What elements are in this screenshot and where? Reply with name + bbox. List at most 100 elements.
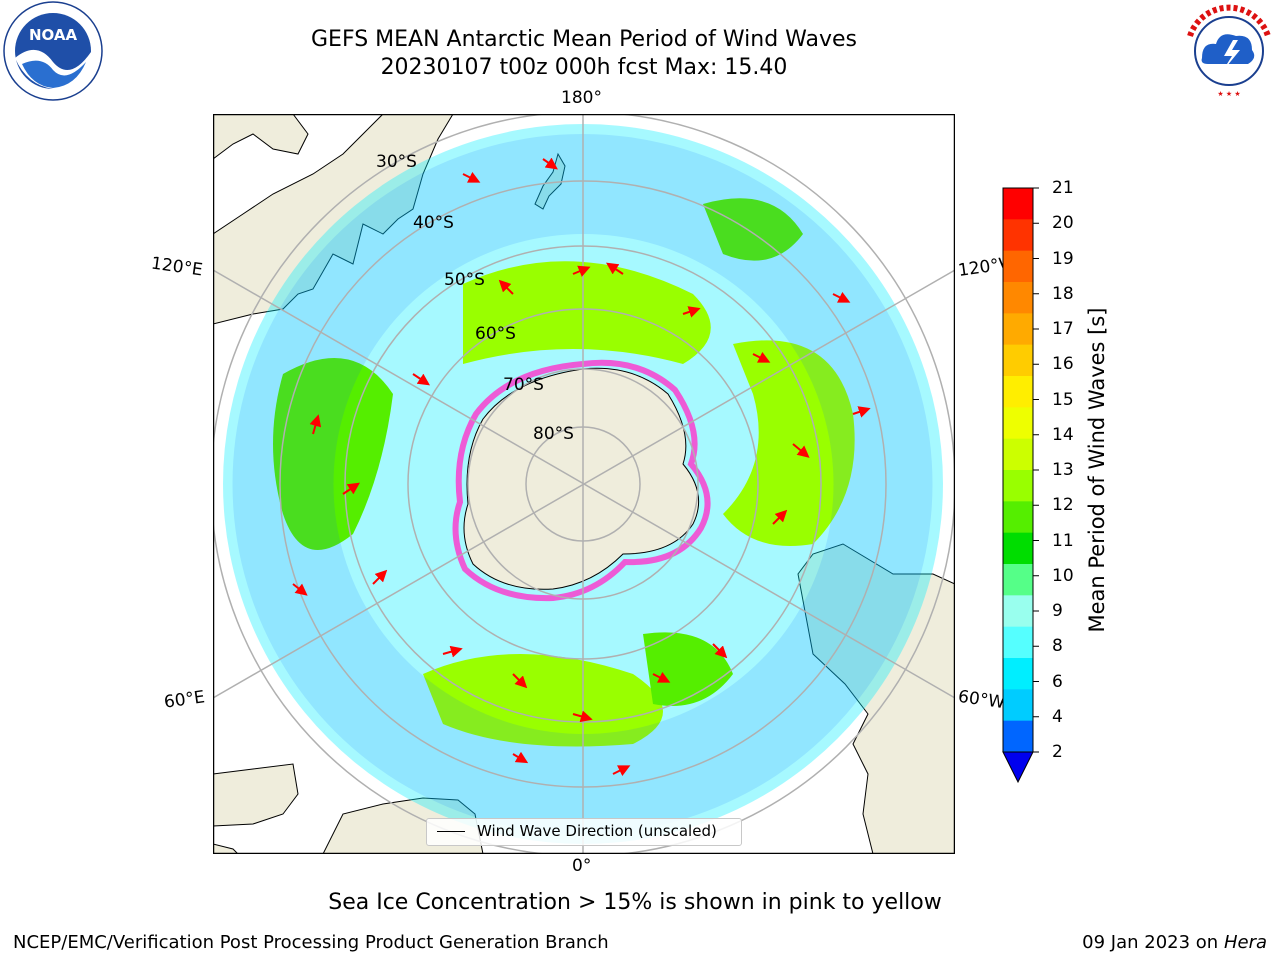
arrow [652, 671, 671, 683]
colorbar-extend-arrow [1002, 751, 1034, 784]
colorbar-tick-label: 21 [1052, 178, 1074, 198]
colorbar-tick-label: 19 [1052, 248, 1074, 269]
arrow [309, 414, 322, 435]
colorbar-tick-label: 14 [1052, 424, 1074, 445]
lon-label-120e: 120°E [149, 253, 204, 281]
colorbar-tick-label: 11 [1052, 530, 1074, 551]
arrow [852, 406, 871, 418]
arrow [412, 373, 430, 386]
colorbar-tick-label: 8 [1052, 636, 1063, 657]
arrow [372, 569, 388, 585]
lat-label-60s: 60°S [475, 324, 516, 344]
colorbar-tick-label: 4 [1052, 706, 1063, 727]
colorbar-tick-label: 16 [1052, 354, 1074, 375]
colorbar-tick-label: 12 [1052, 495, 1074, 516]
arrow [682, 306, 701, 318]
colorbar-segment [1003, 407, 1033, 440]
antarctica-land [463, 367, 700, 590]
colorbar-segment [1003, 188, 1033, 220]
colorbar-segment [1003, 564, 1033, 596]
colorbar-segment [1003, 219, 1033, 252]
colorbar-tick-label: 20 [1052, 213, 1074, 234]
lon-label-0: 0° [572, 856, 592, 876]
arrow [606, 262, 624, 275]
field-band-west [273, 358, 393, 550]
arrow [292, 583, 308, 596]
chart-subtitle: 20230107 t00z 000h fcst Max: 15.40 [380, 55, 788, 80]
arrow [542, 157, 558, 170]
colorbar-segment [1003, 282, 1033, 314]
nws-logo: ★ ★ ★ [1180, 2, 1278, 100]
colorbar-tick-label: 18 [1052, 283, 1074, 304]
field-band-southeast [643, 632, 733, 706]
arrow [772, 509, 788, 525]
colorbar-segment [1003, 250, 1033, 283]
colorbar-segment [1003, 501, 1033, 534]
lon-label-60e: 60°E [162, 687, 207, 713]
polar-map [213, 114, 955, 854]
svg-text:★ ★ ★: ★ ★ ★ [1217, 90, 1240, 98]
date-text: 09 Jan 2023 on [1082, 932, 1219, 953]
colorbar-segment [1003, 532, 1033, 565]
field-band-north [463, 261, 711, 364]
field-band-south [423, 654, 663, 747]
arrow [572, 710, 593, 723]
arrow [512, 673, 528, 689]
colorbar-tick-label: 15 [1052, 389, 1074, 410]
field-band-east [723, 340, 855, 546]
lat-label-50s: 50°S [444, 270, 485, 290]
arrow [498, 279, 514, 295]
lat-label-30s: 30°S [376, 152, 417, 172]
legend-label: Wind Wave Direction (unscaled) [477, 822, 717, 840]
arrow [612, 765, 631, 777]
lat-label-80s: 80°S [533, 424, 574, 444]
australia-land [213, 114, 309, 160]
colorbar-tick-label: 9 [1052, 601, 1063, 621]
colorbar-tick-label: 10 [1052, 565, 1074, 586]
colorbar-segment [1003, 470, 1033, 502]
colorbar-segment [1003, 313, 1033, 346]
noaa-logo: NOAA [3, 1, 103, 101]
colorbar-segment [1003, 689, 1033, 722]
antarctic-ice-edge [452, 359, 711, 602]
arrow [792, 443, 810, 458]
colorbar-segment [1003, 376, 1033, 408]
arrow [342, 482, 360, 495]
arrow [832, 291, 851, 303]
madagascar-land [213, 843, 239, 854]
noaa-logo-text: NOAA [29, 26, 78, 44]
arrow [752, 351, 771, 363]
meridian-60e-120w [213, 269, 955, 699]
colorbar-tick-label: 17 [1052, 319, 1074, 339]
date-line: 09 Jan 2023 on Hera [1082, 932, 1267, 953]
arrow [512, 751, 529, 764]
colorbar-segment [1003, 438, 1033, 471]
colorbar-segment [1003, 626, 1033, 659]
credit-line: NCEP/EMC/Verification Post Processing Pr… [13, 932, 609, 953]
arrow [462, 171, 481, 183]
colorbar-label: Mean Period of Wind Waves [s] [1085, 307, 1109, 633]
arrow [442, 645, 463, 658]
lon-label-180: 180° [561, 88, 602, 108]
graticule [213, 114, 955, 854]
sea-ice-note: Sea Ice Concentration > 15% is shown in … [328, 890, 942, 915]
chart-title: GEFS MEAN Antarctic Mean Period of Wind … [311, 27, 857, 52]
colorbar-segment [1003, 344, 1033, 377]
australia-land-east [213, 114, 454, 325]
lon-label-60w: 60°W [956, 686, 1007, 714]
wave-arrows [292, 157, 871, 777]
colorbar-tick-label: 13 [1052, 460, 1074, 480]
field-band-northeast [703, 198, 803, 261]
colorbar [1002, 187, 1039, 784]
colorbar-segment [1003, 720, 1033, 753]
colorbar-segment [1003, 658, 1033, 690]
africa-land [213, 763, 299, 827]
arrow [712, 643, 728, 659]
colorbar-segment [1003, 595, 1033, 628]
lat-label-40s: 40°S [413, 213, 454, 233]
legend-line-swatch [437, 831, 465, 832]
map-legend: Wind Wave Direction (unscaled) [426, 818, 742, 846]
south-america-land [797, 543, 955, 854]
colorbar-tick-label: 2 [1052, 742, 1063, 762]
colorbar-tick-label: 6 [1052, 671, 1063, 692]
